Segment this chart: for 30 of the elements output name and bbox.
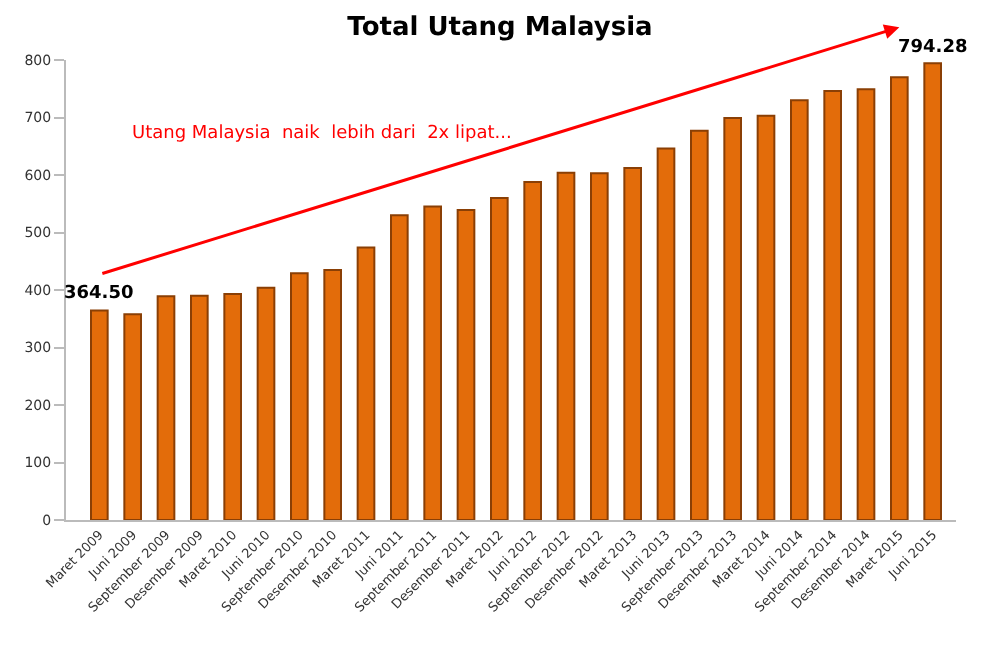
bar: [156, 295, 176, 520]
bar: [390, 214, 409, 520]
bar: [423, 205, 442, 520]
annotation: Utang Malaysia naik lebih dari 2x lipat...: [132, 124, 512, 144]
bar: [323, 268, 342, 520]
bar: [723, 117, 742, 520]
bar: [90, 309, 109, 520]
bar: [256, 286, 276, 520]
bar: [223, 293, 242, 520]
bar: [756, 114, 776, 520]
bar: [123, 313, 142, 520]
bar: [690, 129, 709, 520]
data-label: 364.50: [64, 284, 134, 304]
bar: [823, 90, 842, 520]
bar: [590, 172, 609, 520]
bar: [790, 99, 809, 520]
data-label: 794.28: [898, 38, 968, 58]
bar: [923, 62, 942, 520]
bar: [556, 171, 576, 520]
bar: [890, 76, 909, 520]
bar: [656, 147, 676, 520]
bar: [523, 180, 542, 520]
bar: [456, 209, 476, 520]
bar: [623, 167, 642, 520]
bar: [356, 246, 376, 520]
chart-title: Total Utang Malaysia: [347, 12, 653, 43]
bar: [490, 197, 509, 520]
bar: [290, 272, 309, 520]
bar: [190, 294, 209, 520]
bar: [856, 88, 876, 520]
